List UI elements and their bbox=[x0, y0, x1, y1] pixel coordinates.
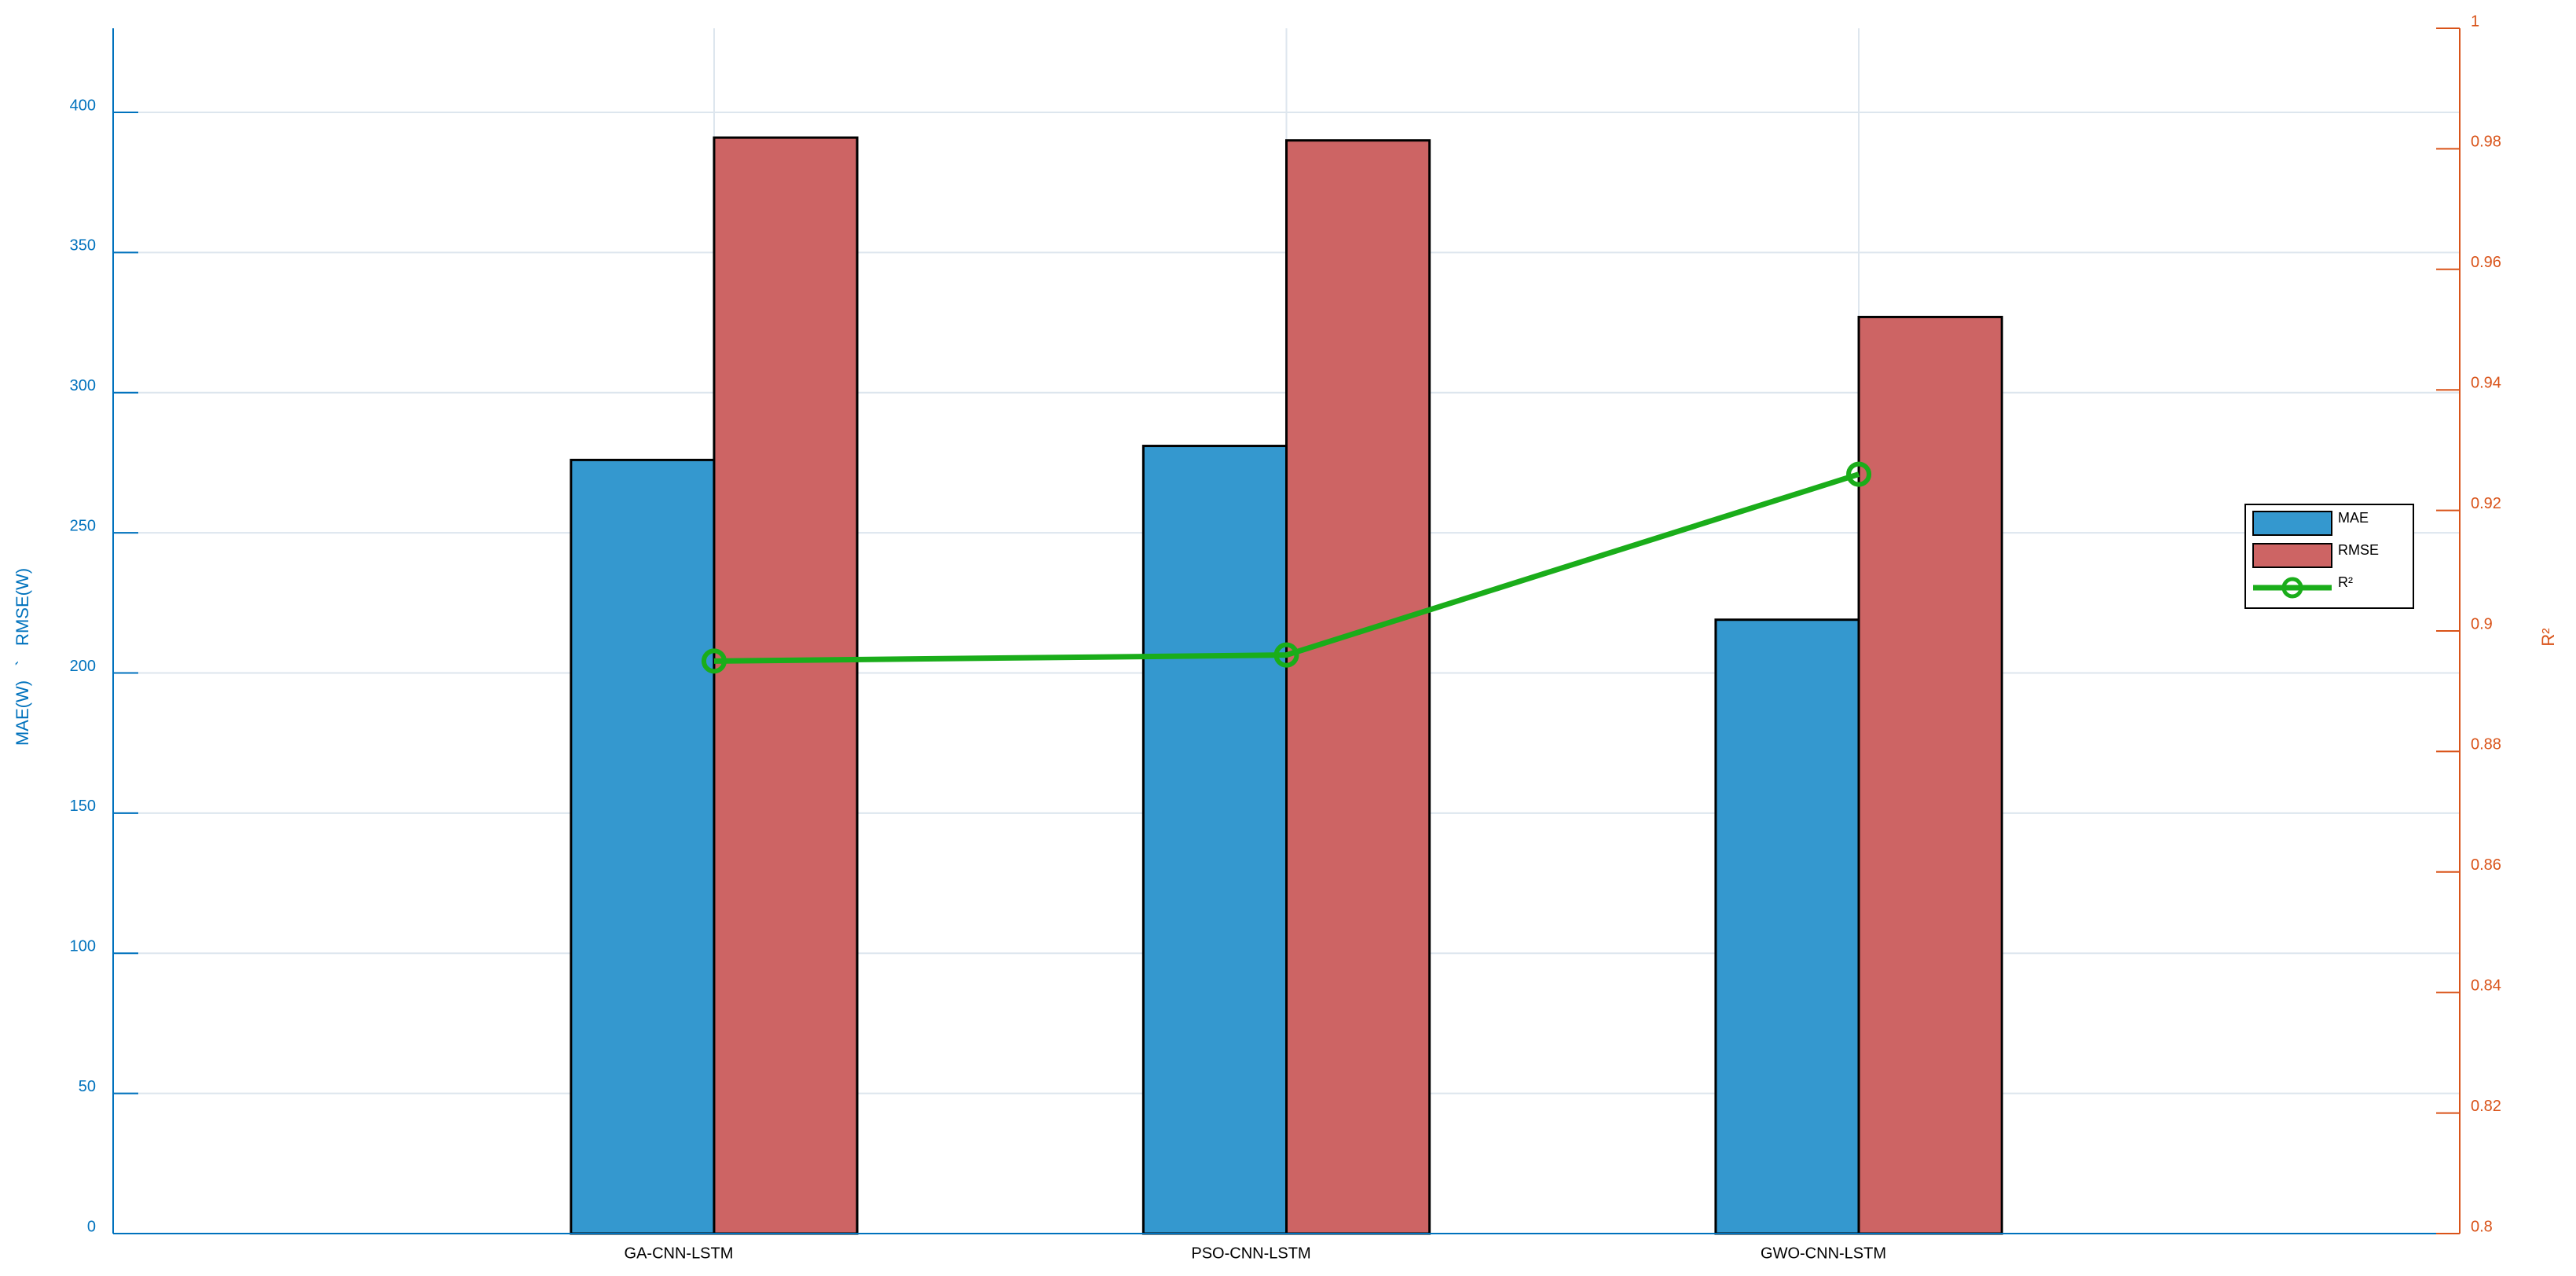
bar bbox=[713, 136, 859, 1235]
y2-tick-label: 0.88 bbox=[2471, 736, 2501, 754]
x-tick-label: GA-CNN-LSTM bbox=[625, 1245, 734, 1262]
y-tick-label: 0 bbox=[87, 1218, 96, 1235]
bar bbox=[1714, 618, 1860, 1235]
y2-axis-label: R² bbox=[2538, 628, 2558, 646]
legend-swatch bbox=[2252, 543, 2332, 568]
y2-tick-label: 0.96 bbox=[2471, 254, 2501, 271]
y-tick-label: 300 bbox=[70, 377, 96, 394]
y2-tick-label: 0.92 bbox=[2471, 495, 2501, 512]
line-marker bbox=[1846, 461, 1872, 487]
y2-tick-label: 0.94 bbox=[2471, 374, 2501, 391]
y-tick-label: 400 bbox=[70, 97, 96, 114]
line-series bbox=[713, 471, 1860, 664]
legend-label: MAE bbox=[2338, 510, 2369, 526]
legend-swatch-marker bbox=[2281, 577, 2303, 599]
bar bbox=[1141, 445, 1288, 1235]
y-axis-label: MAE(W) ` RMSE(W) bbox=[13, 568, 32, 746]
bar bbox=[1857, 315, 2003, 1235]
bar bbox=[1285, 139, 1431, 1235]
y2-tick-label: 0.84 bbox=[2471, 977, 2501, 994]
y2-tick-label: 0.98 bbox=[2471, 134, 2501, 151]
legend-label: R² bbox=[2338, 574, 2353, 590]
y-tick-label: 150 bbox=[70, 798, 96, 815]
legend-label: RMSE bbox=[2338, 542, 2379, 558]
x-tick-label: PSO-CNN-LSTM bbox=[1191, 1245, 1310, 1262]
y-tick-label: 200 bbox=[70, 658, 96, 675]
bar bbox=[570, 458, 716, 1235]
line-marker bbox=[1273, 642, 1299, 668]
y2-tick-label: 0.8 bbox=[2471, 1218, 2493, 1235]
y-tick-label: 250 bbox=[70, 517, 96, 534]
y2-tick-label: 0.82 bbox=[2471, 1098, 2501, 1115]
y2-tick-label: 0.86 bbox=[2471, 856, 2501, 874]
legend-swatch bbox=[2252, 511, 2332, 536]
y2-tick-label: 0.9 bbox=[2471, 615, 2493, 632]
x-tick-label: GWO-CNN-LSTM bbox=[1761, 1245, 1886, 1262]
y2-tick-label: 1 bbox=[2471, 13, 2479, 30]
y-tick-label: 350 bbox=[70, 237, 96, 255]
y-tick-label: 100 bbox=[70, 938, 96, 955]
line-marker bbox=[701, 648, 727, 674]
y-tick-label: 50 bbox=[79, 1078, 96, 1095]
